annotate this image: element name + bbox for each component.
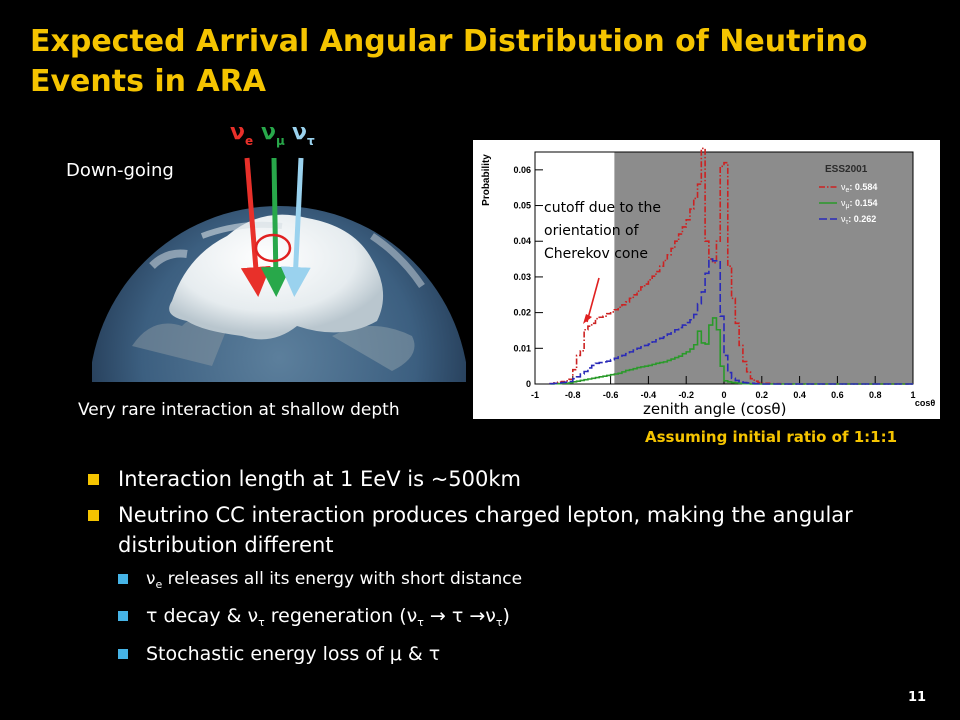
- x-tick-label: 0.8: [869, 390, 882, 400]
- x-tick-label: -0.8: [565, 390, 581, 400]
- legend: ESS2001 νe: 0.584 νμ: 0.154 ντ: 0.262: [815, 156, 909, 236]
- sub-bullet-tau-decay: τ decay & ντ regeneration (ντ → τ →ντ): [118, 604, 918, 635]
- nu-e-label: νe: [230, 120, 254, 148]
- y-tick-label: 0.02: [513, 308, 531, 318]
- subscript: e: [155, 578, 163, 591]
- flavor-subscript: τ: [307, 134, 315, 148]
- series-line-e: [549, 147, 913, 385]
- down-going-label: Down-going: [66, 160, 174, 181]
- detector-circle: [254, 233, 292, 263]
- legend-subscript: μ: [846, 203, 850, 210]
- y-tick-label: 0.03: [513, 272, 531, 282]
- x-axis-label: cosθ: [915, 398, 936, 408]
- legend-value: : 0.584: [849, 182, 877, 192]
- cutoff-annotation-line: orientation of: [544, 223, 640, 239]
- cutoff-annotation-line: Cherekov cone: [544, 246, 648, 262]
- x-tick-label: -0.2: [678, 390, 694, 400]
- cutoff-annotation-line: cutoff due to the: [544, 200, 661, 216]
- subscript: τ: [417, 616, 424, 629]
- y-tick-label: 0.05: [513, 201, 531, 211]
- legend-entry: ντ: 0.262: [841, 214, 876, 226]
- sub-bullet-nu-e: νe releases all its energy with short di…: [118, 567, 918, 597]
- series-line-τ: [549, 258, 913, 385]
- x-tick-label: 1: [910, 390, 915, 400]
- legend-box: [815, 156, 909, 236]
- x-tick-label: 0.2: [756, 390, 769, 400]
- bullet-interaction-length: Interaction length at 1 EeV is ~500km: [88, 464, 918, 494]
- x-tick-label: 0.6: [831, 390, 844, 400]
- legend-subscript: τ: [846, 219, 849, 226]
- x-tick-label: -0.6: [603, 390, 619, 400]
- flavor-subscript: e: [245, 134, 254, 148]
- shallow-interaction-label: Very rare interaction at shallow depth: [78, 400, 400, 420]
- series-line-μ: [550, 317, 913, 385]
- zenith-angle-label: zenith angle (cosθ): [643, 400, 786, 418]
- legend-title: ESS2001: [825, 164, 868, 175]
- y-axis-label: Probability: [481, 154, 492, 206]
- x-tick-label: 0: [721, 390, 726, 400]
- y-tick-label: 0.04: [513, 236, 531, 246]
- subscript: τ: [258, 616, 265, 629]
- flavor-subscript: μ: [276, 134, 285, 148]
- legend-value: : 0.154: [850, 198, 878, 208]
- legend-value: : 0.262: [848, 214, 876, 224]
- x-tick-label: -0.4: [641, 390, 657, 400]
- nu-mu-arrow: [260, 157, 291, 297]
- cutoff-pointer: [586, 277, 600, 323]
- bullet-cc-interaction: Neutrino CC interaction produces charged…: [88, 500, 918, 560]
- x-tick-label: 0.4: [793, 390, 806, 400]
- chart-svg: -1 -0.8 -0.6 -0.4 -0.2 0 0.2 0.4 0.6 0.8 1 0 0.01 0.0…: [481, 147, 936, 418]
- y-tick-label: 0.06: [513, 165, 531, 175]
- nu-e-arrow: [240, 157, 271, 297]
- legend-entry: νμ: 0.154: [841, 198, 878, 210]
- legend-subscript: e: [846, 187, 850, 194]
- slide-title: Expected Arrival Angular Distribution of…: [30, 24, 868, 99]
- nu-mu-label: νμ: [261, 120, 285, 148]
- sub-bullet-energy-loss: Stochastic energy loss of μ & τ: [118, 642, 918, 666]
- cutoff-pointer-head: [583, 314, 592, 324]
- x-tick-label: -1: [531, 390, 539, 400]
- nu-tau-label: ντ: [292, 120, 315, 148]
- subscript: τ: [495, 616, 503, 629]
- legend-entry: νe: 0.584: [841, 182, 877, 194]
- y-tick-label: 0: [526, 379, 531, 389]
- ratio-note: Assuming initial ratio of 1:1:1: [645, 428, 898, 446]
- page-number: 11: [908, 690, 927, 705]
- angular-distribution-chart: -1 -0.8 -0.6 -0.4 -0.2 0 0.2 0.4 0.6 0.8 1 0 0.01 0.0…: [473, 140, 940, 419]
- y-tick-label: 0.01: [513, 343, 531, 353]
- bullet-list: Interaction length at 1 EeV is ~500km Ne…: [88, 464, 918, 666]
- nu-tau-arrow: [280, 157, 311, 297]
